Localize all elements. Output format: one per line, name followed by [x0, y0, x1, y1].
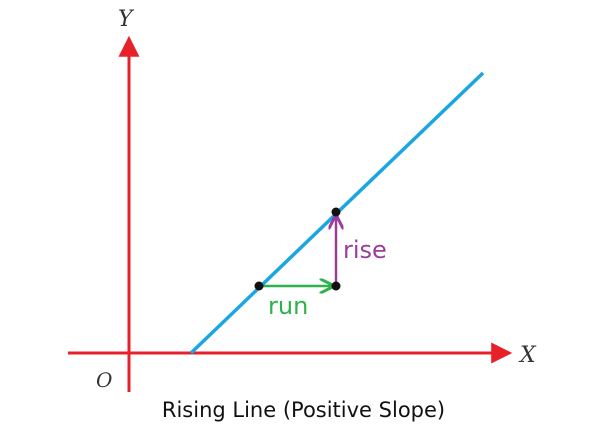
point-corner — [331, 281, 341, 291]
point-end — [331, 207, 341, 217]
rise-label: rise — [343, 236, 387, 264]
y-axis-label: Y — [118, 7, 135, 32]
x-axis-label: X — [518, 343, 537, 368]
diagram-caption: Rising Line (Positive Slope) — [161, 398, 446, 422]
origin-label: O — [96, 368, 112, 392]
point-start — [254, 281, 264, 291]
run-label: run — [268, 292, 308, 320]
